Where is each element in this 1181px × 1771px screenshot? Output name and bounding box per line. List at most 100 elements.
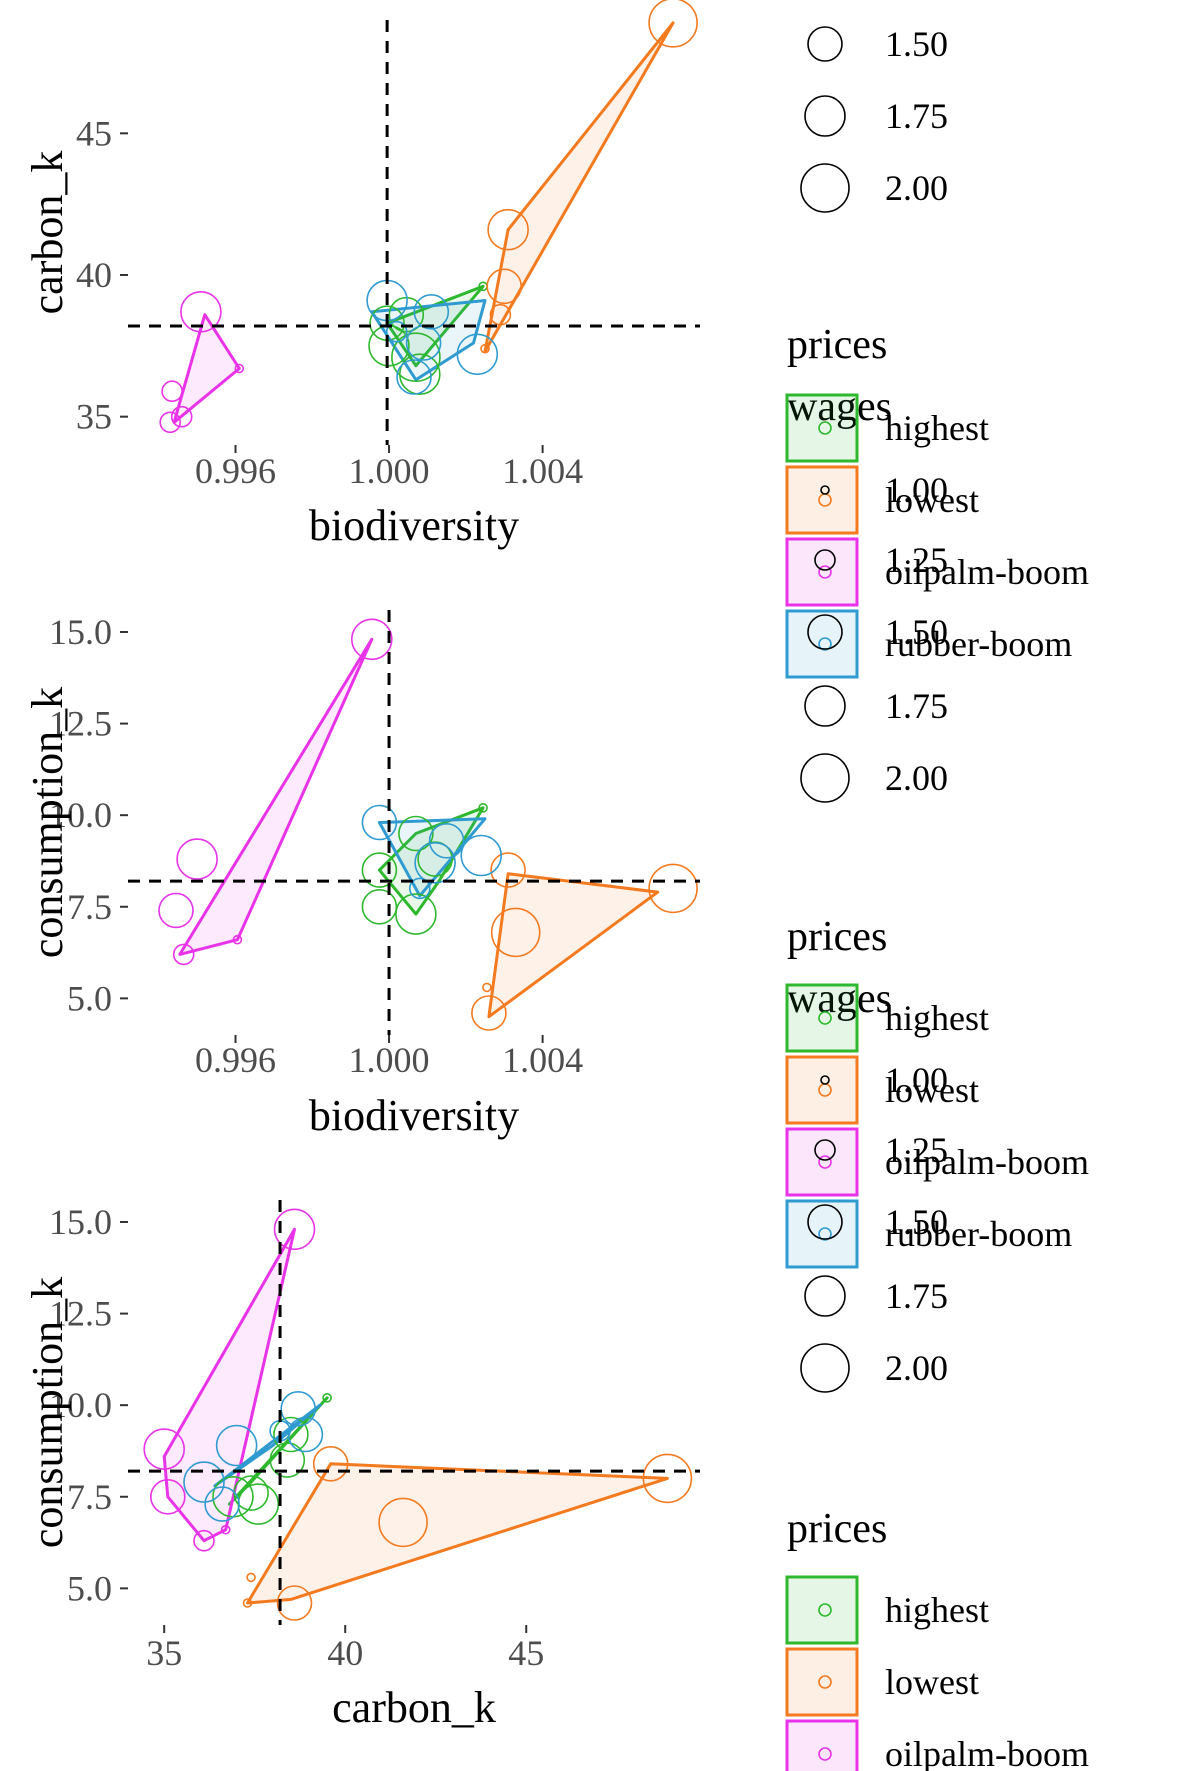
legend-prices-point [818,1227,832,1241]
point-lowest-1 [648,0,698,48]
point-lowest-3 [486,268,523,305]
x-axis-title: carbon_k [332,1683,496,1732]
point-oilpalm-boom-1 [350,618,393,661]
legend-wages-key [804,95,846,137]
legend-wages-entry-2-00: 2.00 [800,753,948,803]
panel-1: 0.996 1.000 1.004 35 40 45 biodiversity carbon_… [23,0,700,550]
legend-prices-point [818,637,832,651]
legend-prices-key [785,465,859,535]
point-rubber-boom-5 [408,877,431,900]
point-oilpalm-boom-3 [150,1479,186,1515]
point-rubber-boom-4 [456,333,499,376]
legend-prices-label: highest [885,408,989,448]
x-tick-label-0-996: 0.996 [195,1040,276,1080]
x-tick-label-1-000: 1.000 [349,451,430,491]
legend-prices-label: highest [885,998,989,1038]
point-lowest-4 [276,1585,313,1621]
legend-prices-point [818,1675,832,1689]
hull-highest [377,806,485,916]
hull-lowest [487,872,660,1019]
point-oilpalm-boom-1 [273,1208,316,1251]
point-highest-5 [273,1416,309,1453]
point-rubber-boom-5 [287,1416,324,1453]
legend-wages-label: 2.00 [885,168,948,208]
legend-prices-point [818,1747,832,1761]
point-highest-5 [398,815,434,852]
legend-wages-label: 1.75 [885,686,948,726]
legends: 1.501.752.00priceswageshighestlowestoilp… [785,24,1089,1771]
panel-2: 0.996 1.000 1.004 5.0 7.5 10.0 12.5 15.0 biodive… [23,610,700,1140]
legend-wages-key [820,485,830,495]
legend-wages-label: 1.75 [885,96,948,136]
point-oilpalm-boom-3 [158,892,194,929]
point-highest-6 [478,802,488,813]
hull-lowest [483,21,675,353]
point-lowest-1 [642,1453,693,1504]
legend-prices-label: rubber-boom [885,624,1072,664]
x-tick-label-35: 35 [146,1633,182,1673]
point-rubber-boom-2 [413,293,450,330]
point-lowest-5 [471,995,507,1031]
legend-prices-entry-oilpalm-boom: oilpalm-boom [785,1127,1089,1197]
y-tick-label-15-0: 15.0 [49,1202,112,1242]
y-axis-title: consumption_k [23,687,72,958]
legend-prices-key [785,1127,859,1197]
legend-prices-key [785,393,859,463]
y-tick-label-40: 40 [76,255,112,295]
hull-oilpalm-boom [172,313,241,424]
hull-oilpalm-boom [178,637,374,956]
legend-wages-key [807,1204,843,1240]
legend-wages-key [800,753,850,803]
point-rubber-boom-2 [414,841,456,884]
y-tick-label-7-5: 7.5 [67,887,112,927]
legend-prices-key [785,1647,859,1717]
x-tick-label-1-004: 1.004 [502,451,583,491]
x-tick-label-1-000: 1.000 [349,1040,430,1080]
legend-wages-label: 1.50 [885,1202,948,1242]
legend-prices-label: oilpalm-boom [885,552,1089,592]
legend-prices-point [818,421,832,435]
point-lowest-6 [242,1598,253,1608]
y-tick-label-35: 35 [76,397,112,437]
point-rubber-boom-3 [428,822,465,859]
point-rubber-boom-2 [204,1486,240,1522]
point-lowest-4 [482,982,492,993]
y-tick-label-10-0: 10.0 [49,795,112,835]
point-oilpalm-boom-2 [170,405,193,428]
legend-prices-point [818,1011,832,1025]
legend-wages-label: 2.00 [885,758,948,798]
legend-prices-entry-highest: highest [785,393,989,463]
y-tick-label-12-5: 12.5 [49,1294,112,1334]
legend-wages-key [807,26,843,62]
legend-wages-entry-1-75: 1.75 [804,1275,948,1317]
legend-prices-label: rubber-boom [885,1214,1072,1254]
legend-wages-key [800,1343,850,1393]
legend-prices-key [785,1199,859,1269]
point-highest-4 [269,1442,306,1478]
legend-prices-key [785,1055,859,1125]
point-oilpalm-boom-5 [234,363,245,374]
point-rubber-boom-6 [385,320,408,343]
legend-prices-point [818,1603,832,1617]
legend-wages-key [804,1275,846,1317]
panel-3: 35 40 45 5.0 7.5 10.0 12.5 15.0 carbon_k consumpt… [23,1200,700,1732]
point-oilpalm-boom-2 [176,838,218,880]
legend-prices-entry-highest: highest [785,1575,989,1645]
point-lowest-2 [490,852,526,888]
legend-prices-label: lowest [885,1662,979,1702]
legend-prices-entry-oilpalm-boom: oilpalm-boom [785,1719,1089,1771]
point-rubber-boom-3 [215,1424,258,1467]
legend-wages-key [814,549,836,571]
legend-wages-entry-1-50: 1.50 [807,612,948,652]
point-highest-6 [322,1393,332,1403]
x-tick-label-40: 40 [327,1633,363,1673]
legend-wages-key [814,1139,836,1161]
legend-prices-label: oilpalm-boom [885,1142,1089,1182]
legend-wages-key [807,614,843,650]
point-lowest-2 [378,1497,428,1548]
legend-block-3: prices highest lowest oilpalm-boom [785,1506,1089,1771]
x-tick-label-45: 45 [508,1633,544,1673]
legend-wages-label: 1.00 [885,1060,948,1100]
legend-prices-title: prices [787,322,887,368]
